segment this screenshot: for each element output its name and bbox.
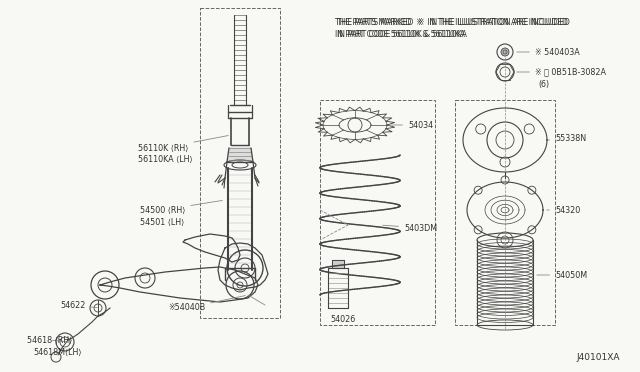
Text: 54618M⟨LH⟩: 54618M⟨LH⟩ [34, 348, 83, 357]
Bar [455, 100, 555, 325]
Text: THE PARTS MARKED  ※  IN THE ILLUSTRATION ARE INCLUDED: THE PARTS MARKED ※ IN THE ILLUSTRATION A… [335, 18, 568, 27]
Text: IN PART CODE 56110K & 56110KA: IN PART CODE 56110K & 56110KA [335, 30, 465, 39]
Text: 56110K ⟨RH⟩: 56110K ⟨RH⟩ [138, 135, 228, 153]
Bar [320, 100, 435, 325]
Text: 54026: 54026 [330, 315, 355, 324]
Text: IN PART CODE 56110K & 56110KA: IN PART CODE 56110K & 56110KA [337, 30, 467, 39]
Text: 54501 ⟨LH⟩: 54501 ⟨LH⟩ [140, 218, 184, 227]
Circle shape [501, 48, 509, 56]
Text: 54618 ⟨RH⟩: 54618 ⟨RH⟩ [27, 336, 72, 344]
Text: 56110KA ⟨LH⟩: 56110KA ⟨LH⟩ [138, 155, 193, 164]
Polygon shape [227, 148, 253, 162]
Bar [200, 8, 280, 318]
Text: ※ 540403A: ※ 540403A [516, 48, 580, 57]
Text: 54034: 54034 [391, 121, 433, 129]
Text: ※ Ⓝ 0B51B-3082A: ※ Ⓝ 0B51B-3082A [516, 67, 606, 77]
Text: 54050M: 54050M [537, 270, 587, 279]
Text: 55338N: 55338N [548, 134, 586, 142]
Polygon shape [332, 260, 344, 268]
Text: J40101XA: J40101XA [577, 353, 620, 362]
Text: ※54040B: ※54040B [168, 296, 245, 312]
Text: (6): (6) [538, 80, 549, 89]
Text: THE PARTS MARKED  ※  IN THE ILLUSTRATION ARE INCLUDED: THE PARTS MARKED ※ IN THE ILLUSTRATION A… [337, 18, 570, 27]
Text: 54320: 54320 [547, 205, 580, 215]
Text: 54500 ⟨RH⟩: 54500 ⟨RH⟩ [140, 201, 222, 215]
Text: 5403DM: 5403DM [383, 224, 437, 232]
Text: 54622: 54622 [60, 301, 97, 310]
